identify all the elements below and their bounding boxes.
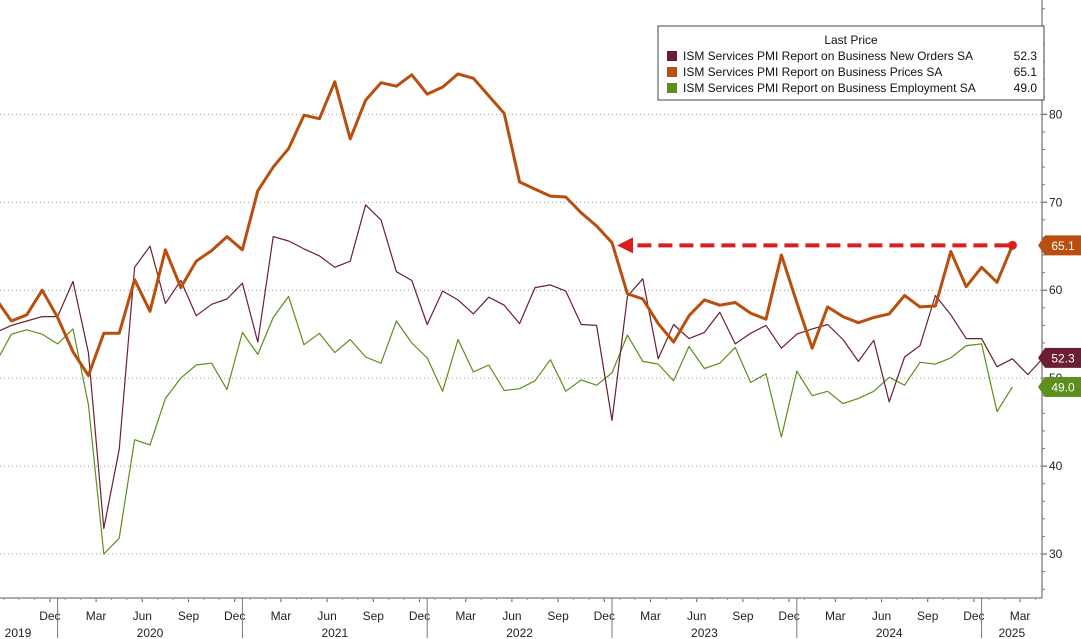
legend-label-prices: ISM Services PMI Report on Business Pric…: [683, 65, 942, 79]
legend-item-new-orders: ISM Services PMI Report on Business New …: [667, 49, 1037, 63]
badge-employment-text: 49.0: [1051, 380, 1075, 394]
x-year-label: 2024: [876, 626, 903, 639]
x-tick-label: Jun: [502, 609, 521, 623]
series-layer: [0, 72, 1044, 555]
y-axis: 304050607080: [1041, 0, 1063, 598]
legend-value-new-orders: 52.3: [1014, 49, 1038, 63]
grid-lines: [0, 113, 1042, 555]
x-year-label: 2020: [137, 626, 164, 639]
series-line-employment: [0, 295, 1013, 555]
badge-prices-shape: [1038, 235, 1081, 256]
badge-employment-shape: [1038, 376, 1081, 397]
annotation-endpoint: [1007, 240, 1017, 250]
series-line-prices: [0, 72, 1014, 377]
x-tick-label: Dec: [409, 609, 430, 623]
annotation-layer: [617, 237, 1017, 254]
x-tick-label: Sep: [178, 609, 200, 623]
last-value-badges: 52.3 65.1 49.0: [1038, 235, 1081, 397]
x-tick-label: Mar: [1010, 609, 1031, 623]
badge-prices-text: 65.1: [1051, 239, 1075, 253]
badge-new-orders: 52.3: [1038, 347, 1081, 368]
x-tick-label: Jun: [317, 609, 336, 623]
y-tick-label: 80: [1049, 107, 1063, 121]
x-tick-label: Sep: [547, 609, 569, 623]
y-tick-label: 30: [1049, 547, 1063, 561]
legend-value-employment: 49.0: [1014, 81, 1038, 95]
x-year-label: 2022: [506, 626, 533, 639]
x-tick-label: Sep: [363, 609, 385, 623]
x-tick-label: Jun: [872, 609, 891, 623]
x-year-label: 2025: [998, 626, 1025, 639]
x-tick-label: Dec: [594, 609, 615, 623]
x-axis: Dec Mar Jun Sep Dec Mar Jun Sep Dec Mar Jun Sep Dec M…: [0, 597, 1042, 639]
y-tick-label: 60: [1049, 283, 1063, 297]
x-tick-label: Mar: [86, 609, 107, 623]
x-tick-label: Jun: [133, 609, 152, 623]
series-line-new-orders: [0, 204, 1044, 530]
x-tick-label: Dec: [39, 609, 60, 623]
badge-new-orders-text: 52.3: [1051, 351, 1075, 365]
x-year-label: 2023: [691, 626, 718, 639]
x-year-label: 2021: [321, 626, 348, 639]
legend: Last Price ISM Services PMI Report on Bu…: [657, 25, 1045, 101]
badge-prices: 65.1: [1038, 235, 1081, 256]
x-tick-label: Dec: [224, 609, 245, 623]
y-tick-label: 40: [1049, 459, 1063, 473]
legend-box: [657, 25, 1045, 101]
x-tick-label: Mar: [825, 609, 846, 623]
legend-title: Last Price: [824, 33, 878, 47]
badge-new-orders-shape: [1038, 347, 1081, 368]
legend-swatch-employment: [667, 83, 677, 93]
x-tick-label: Mar: [271, 609, 292, 623]
x-tick-label: Sep: [917, 609, 939, 623]
x-tick-label: Sep: [732, 609, 754, 623]
legend-value-prices: 65.1: [1014, 65, 1038, 79]
x-year-label: 2019: [5, 626, 32, 639]
legend-item-employment: ISM Services PMI Report on Business Empl…: [667, 81, 1037, 95]
legend-label-new-orders: ISM Services PMI Report on Business New …: [683, 49, 973, 63]
legend-item-prices: ISM Services PMI Report on Business Pric…: [667, 65, 1037, 79]
x-tick-label: Mar: [640, 609, 661, 623]
annotation-arrowhead: [617, 237, 633, 254]
y-tick-label: 70: [1049, 195, 1063, 209]
x-tick-label: Jun: [687, 609, 706, 623]
badge-employment: 49.0: [1038, 376, 1081, 397]
x-tick-label: Dec: [778, 609, 799, 623]
x-tick-label: Dec: [963, 609, 984, 623]
legend-label-employment: ISM Services PMI Report on Business Empl…: [683, 81, 976, 95]
legend-swatch-prices: [667, 67, 677, 77]
legend-swatch-new-orders: [667, 51, 677, 61]
x-tick-label: Mar: [455, 609, 476, 623]
